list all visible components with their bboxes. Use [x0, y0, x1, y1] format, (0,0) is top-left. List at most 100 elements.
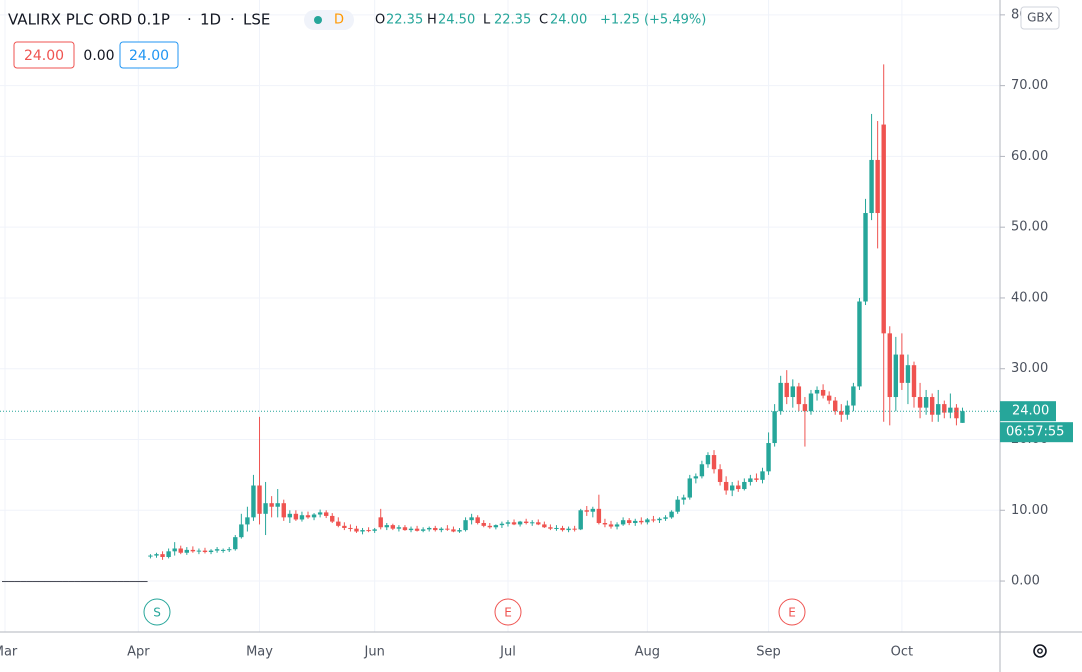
- candle-body: [839, 411, 844, 415]
- overlay: 24.00 06:57:55 GBX S E E VALIRX PLC ORD 0.1P · 1…: [0, 6, 1073, 626]
- candle-body: [639, 520, 644, 523]
- candle-body: [517, 521, 523, 525]
- candle-body: [566, 528, 571, 531]
- candle-body: [451, 529, 456, 532]
- candle-body: [560, 527, 565, 531]
- separator: ·: [230, 11, 235, 29]
- candle-body: [463, 520, 468, 531]
- candle-body: [420, 529, 426, 531]
- candle-body: [699, 464, 705, 477]
- quote-key: H: [427, 13, 437, 28]
- candle-body: [923, 397, 929, 408]
- quote-value: 22.35: [494, 13, 531, 28]
- candle-body: [366, 530, 371, 532]
- candle-body: [208, 550, 214, 553]
- event-marker[interactable]: [494, 598, 522, 626]
- candle-body: [317, 512, 323, 515]
- candle-body: [705, 455, 711, 465]
- candle-body: [275, 503, 280, 507]
- candle-body: [536, 522, 541, 525]
- candle-body: [402, 527, 408, 531]
- candle-body: [74, 581, 81, 583]
- candle-body: [214, 549, 220, 551]
- candle-body: [723, 481, 729, 491]
- candle-body: [239, 524, 244, 538]
- currency-badge: [1020, 6, 1060, 30]
- candle-body: [511, 522, 517, 525]
- symbol: VALIRX PLC ORD 0.1P: [8, 11, 170, 29]
- x-tick-label: Jul: [499, 645, 516, 660]
- candle-body: [808, 393, 814, 412]
- currency: GBX: [1027, 11, 1053, 25]
- candle-body: [657, 518, 662, 521]
- candle-body: [730, 485, 735, 491]
- candle-body: [590, 508, 596, 512]
- candle-body: [245, 517, 250, 525]
- candle-body: [372, 529, 377, 531]
- value-box-label: 0.00: [83, 48, 114, 64]
- candle-body: [263, 503, 268, 514]
- status-pill: [304, 10, 354, 30]
- x-tick-label: Sep: [756, 645, 781, 660]
- change: +1.25 (+5.49%): [600, 13, 706, 28]
- candle-body: [942, 404, 947, 413]
- candle-body: [105, 581, 112, 583]
- gear-center: [1037, 648, 1043, 654]
- candle-body: [820, 389, 826, 396]
- candle-body: [608, 524, 614, 527]
- candle-body: [257, 485, 262, 514]
- candle-body: [596, 508, 602, 524]
- candle-body: [602, 523, 608, 525]
- candle-body: [887, 333, 892, 398]
- candle-body: [929, 397, 935, 415]
- y-tick-label: 50.00: [1011, 220, 1048, 235]
- candle-body: [530, 522, 535, 524]
- candle-body: [427, 527, 432, 530]
- candle-body: [826, 395, 832, 401]
- candle-body: [481, 523, 486, 526]
- candle-body: [56, 581, 63, 583]
- event-marker[interactable]: [143, 598, 171, 626]
- y-tick-label: 30.00: [1011, 361, 1048, 376]
- candle-body: [323, 512, 329, 516]
- candle-body: [790, 386, 795, 398]
- quote-key: C: [539, 13, 548, 28]
- candle-body: [487, 525, 492, 528]
- candle-body: [457, 530, 462, 532]
- candle-body: [802, 404, 808, 412]
- candle-body: [26, 581, 33, 583]
- candle-body: [469, 517, 474, 521]
- candle-body: [881, 124, 886, 334]
- candle-body: [227, 549, 232, 551]
- candle-body: [92, 581, 100, 583]
- candles: [2, 64, 965, 583]
- candle-body: [851, 386, 856, 406]
- candle-body: [651, 519, 656, 521]
- value-box-label: 24.00: [129, 48, 169, 64]
- x-tick-label: May: [246, 645, 273, 660]
- settings-icon[interactable]: [1033, 644, 1047, 658]
- candle-body: [378, 517, 383, 528]
- candle-body: [869, 159, 874, 214]
- quote-value: 24.00: [550, 13, 587, 28]
- candle-body: [645, 519, 650, 523]
- candle-body: [766, 443, 771, 472]
- quote-key: O: [375, 13, 385, 28]
- candle-body: [68, 581, 75, 583]
- candle-body: [614, 524, 620, 527]
- candle-body: [50, 581, 57, 583]
- candle-body: [936, 404, 941, 415]
- candle-body: [32, 581, 39, 583]
- price-tag: 24.00: [1012, 404, 1049, 419]
- badge: D: [334, 13, 344, 28]
- candle-body: [893, 354, 899, 398]
- candle-body: [396, 527, 402, 529]
- x-tick-label: Jun: [364, 645, 385, 660]
- candle-body: [620, 520, 626, 525]
- candle-body: [184, 549, 189, 553]
- x-tick-label: Oct: [891, 645, 913, 660]
- event-marker[interactable]: [778, 598, 806, 626]
- candle-body: [220, 549, 226, 551]
- quote-value: 22.35: [386, 13, 423, 28]
